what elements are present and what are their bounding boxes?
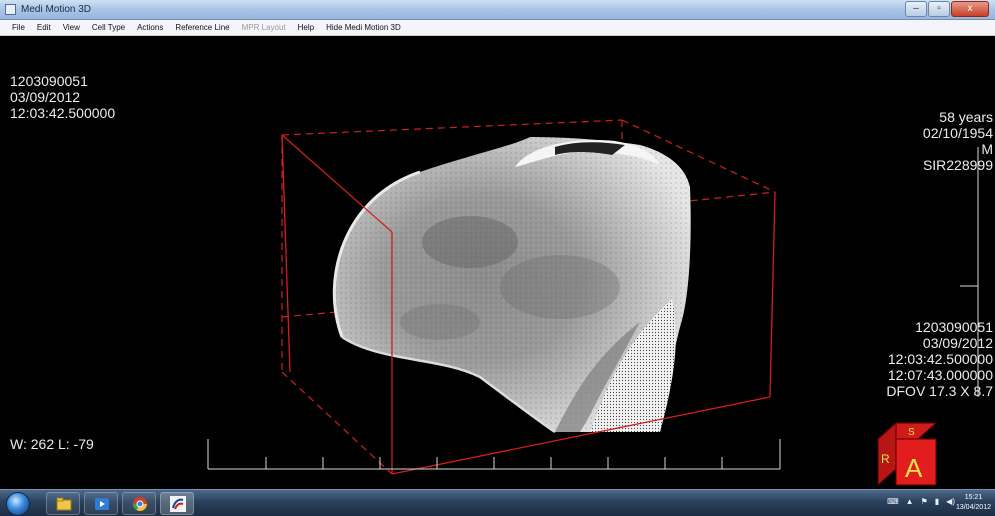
window-controls: – ▫ x [904, 1, 989, 17]
series-date: 03/09/2012 [922, 335, 993, 351]
menu-bar: File Edit View Cell Type Actions Referen… [0, 20, 995, 36]
volume-icon[interactable]: ◀) [946, 497, 955, 506]
taskbar-clock[interactable]: 15:21 13/04/2012 [956, 493, 991, 513]
flag-icon[interactable]: ⚑ [920, 497, 928, 506]
study-id: 1203090051 [10, 73, 88, 89]
cube-top-label: S [908, 427, 915, 438]
horizontal-ruler [207, 439, 781, 470]
network-icon[interactable]: ▮ [934, 497, 940, 506]
start-button[interactable] [6, 492, 30, 516]
patient-sex: M [981, 141, 993, 157]
menu-reference-line[interactable]: Reference Line [175, 23, 230, 32]
minimize-button[interactable]: – [905, 1, 927, 17]
app-icon [5, 4, 16, 15]
taskbar-medimotion[interactable] [160, 492, 194, 515]
patient-id: SIR228999 [922, 157, 993, 173]
taskbar-media-player[interactable] [84, 492, 118, 515]
lung-volume [332, 137, 691, 434]
clock-time: 15:21 [964, 494, 983, 501]
media-player-icon [95, 498, 109, 510]
patient-dob: 02/10/1954 [922, 125, 993, 141]
dfov-readout: DFOV 17.3 X 8.7 [886, 383, 993, 399]
3d-viewport[interactable]: 1203090051 03/09/2012 12:03:42.500000 58… [0, 37, 995, 489]
window-level-readout: W: 262 L: -79 [10, 436, 94, 452]
menu-actions[interactable]: Actions [137, 23, 164, 32]
patient-info-top-right: 58 years 02/10/1954 M SIR228999 [923, 109, 993, 173]
menu-edit[interactable]: Edit [36, 23, 51, 32]
patient-age: 58 years [939, 109, 993, 125]
series-info-bottom-right: 1203090051 03/09/2012 12:03:42.500000 12… [886, 319, 993, 399]
medimotion-icon [170, 496, 186, 512]
cube-side-label: R [881, 452, 890, 466]
orientation-cube[interactable]: S R A [870, 417, 940, 487]
cube-front-label: A [905, 453, 923, 483]
study-info-top-left: 1203090051 03/09/2012 12:03:42.500000 [10, 73, 115, 121]
study-date: 03/09/2012 [10, 89, 81, 105]
menu-hide-medi-motion[interactable]: Hide Medi Motion 3D [326, 23, 401, 32]
title-bar[interactable]: Medi Motion 3D – ▫ x [0, 0, 995, 20]
system-tray: ⌨ ▲ ⚑ ▮ ◀) [887, 497, 955, 506]
study-time: 12:03:42.500000 [10, 105, 116, 121]
taskbar-explorer[interactable] [46, 492, 80, 515]
volume-render[interactable] [0, 37, 995, 489]
close-button[interactable]: x [951, 1, 989, 17]
series-time-end: 12:07:43.000000 [887, 367, 993, 383]
series-time-start: 12:03:42.500000 [887, 351, 993, 367]
menu-file[interactable]: File [12, 23, 25, 32]
vertical-scale [960, 147, 979, 397]
chrome-icon [133, 497, 147, 511]
window-title: Medi Motion 3D [21, 4, 92, 15]
taskbar: ⌨ ▲ ⚑ ▮ ◀) 15:21 13/04/2012 [0, 489, 995, 516]
bounding-box-front [281, 134, 776, 475]
taskbar-chrome[interactable] [122, 492, 156, 515]
clock-date: 13/04/2012 [955, 504, 991, 511]
menu-cell-type[interactable]: Cell Type [91, 23, 126, 32]
folder-icon [56, 497, 72, 511]
maximize-button[interactable]: ▫ [928, 1, 950, 17]
menu-help[interactable]: Help [297, 23, 315, 32]
series-id: 1203090051 [915, 319, 993, 335]
menu-view[interactable]: View [62, 23, 80, 32]
keyboard-icon[interactable]: ⌨ [887, 497, 899, 506]
menu-mpr-layout[interactable]: MPR Layout [241, 23, 286, 32]
show-hidden-icons[interactable]: ▲ [905, 497, 914, 506]
